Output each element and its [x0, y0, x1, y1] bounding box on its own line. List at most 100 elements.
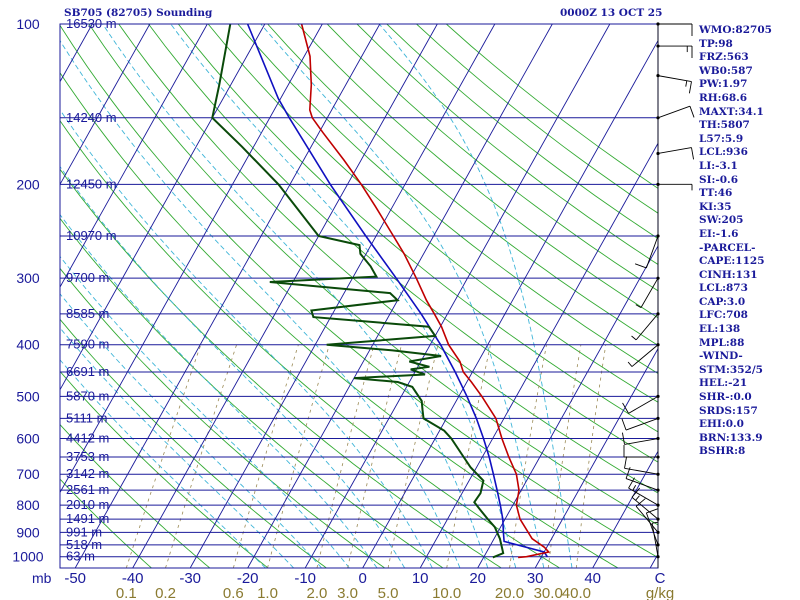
wind-barb: [656, 182, 693, 191]
mixing-ratio-tick-label: 5.0: [378, 585, 399, 600]
mixing-ratio-unit-label: g/kg: [646, 585, 674, 600]
dry-adiabat-line: [297, 24, 658, 319]
temperature-tick-label: -40: [122, 570, 144, 587]
height-label: 8585 m: [66, 306, 109, 321]
wind-barb: [621, 432, 660, 445]
height-label: 5870 m: [66, 388, 109, 403]
moist-adiabat-line: [60, 109, 433, 568]
height-label: 5111 m: [66, 410, 107, 425]
dry-adiabat-line: [60, 119, 560, 568]
pressure-tick-label: 800: [16, 497, 40, 513]
moist-adiabat-line: [60, 165, 406, 568]
dewpoint-trace: [211, 24, 505, 559]
mixing-ratio-line: [576, 344, 607, 568]
index-entry: HEL:-21: [699, 377, 748, 390]
dry-adiabat-line: [60, 71, 619, 568]
pressure-tick-label: 400: [16, 337, 40, 353]
height-label: 6691 m: [66, 364, 109, 379]
wind-barb: [635, 276, 660, 309]
pressure-tick-label: 200: [16, 176, 40, 192]
isotherm-line: [60, 24, 323, 494]
isotherm-line: [60, 24, 208, 288]
index-entry: WMO:82705: [699, 24, 772, 36]
mixing-ratio-tick-label: 40.0: [562, 585, 591, 600]
isotherm-line: [189, 24, 496, 568]
wind-barb: [627, 343, 660, 367]
station-title: SB705 (82705) Sounding: [64, 7, 213, 19]
pressure-unit-label: mb: [32, 570, 52, 586]
height-label: 518 m: [66, 537, 102, 552]
isotherm-line: [419, 142, 658, 568]
index-entry: CINH:131: [699, 268, 758, 281]
index-entry: MAXT:34.1: [699, 105, 764, 118]
pressure-tick-label: 300: [16, 270, 40, 286]
isotherm-line: [247, 24, 553, 568]
isotherm-line: [60, 24, 266, 391]
height-label: 12450 m: [66, 176, 117, 191]
moist-adiabat-line: [60, 293, 322, 568]
index-entry: EHI:0.0: [699, 418, 744, 431]
height-label: 3753 m: [66, 449, 109, 464]
temperature-tick-label: -10: [294, 570, 316, 587]
mixing-ratio-tick-label: 10.0: [432, 585, 461, 600]
temperature-tick-label: -30: [179, 570, 201, 587]
index-entry: BRN:133.9: [699, 431, 763, 444]
mixing-ratio-tick-label: 3.0: [337, 585, 358, 600]
mixing-ratio-line: [509, 344, 547, 568]
wind-barb: [656, 22, 693, 36]
dry-adiabat-line: [88, 24, 658, 526]
pressure-tick-label: 600: [16, 431, 40, 447]
index-entry: EL:138: [699, 323, 741, 336]
height-label: 10970 m: [66, 228, 117, 243]
index-entry: LCL:873: [699, 282, 748, 295]
index-entry: PW:1.97: [699, 78, 748, 91]
wind-barb: [635, 498, 660, 534]
isotherm-line: [534, 347, 658, 568]
parcel-trace: [246, 24, 548, 558]
height-label: 7590 m: [66, 337, 109, 352]
index-entry: RH:68.6: [699, 91, 748, 104]
dry-adiabat-line: [177, 24, 658, 433]
mixing-ratio-tick-label: 1.0: [257, 585, 278, 600]
wind-barbs: [621, 22, 695, 568]
isotherm-line: [592, 450, 658, 568]
sounding-profiles: [211, 24, 551, 559]
wind-barb: [624, 456, 660, 476]
height-label: 991 m: [66, 524, 102, 539]
mixing-ratio-tick-label: 2.0: [307, 585, 328, 600]
index-entry: FRZ:563: [699, 51, 749, 64]
dry-adiabat-line: [60, 217, 444, 568]
dry-adiabat-line: [267, 24, 658, 346]
index-entry: MPL:88: [699, 336, 745, 349]
wind-barb: [651, 521, 660, 559]
dry-adiabat-line: [60, 318, 327, 568]
index-entry: LI:-3.1: [699, 159, 738, 172]
dry-adiabat-line: [237, 24, 658, 375]
index-entry: SRDS:157: [699, 404, 758, 417]
wind-barb: [656, 44, 693, 59]
wind-barb: [656, 74, 692, 94]
index-entry: CAPE:1125: [699, 255, 765, 268]
temperature-tick-label: 10: [412, 570, 429, 587]
isotherm-line: [132, 24, 438, 568]
mixing-ratio-tick-label: 0.1: [116, 585, 137, 600]
temperature-tick-label: 30: [527, 570, 544, 587]
temperature-tick-label: 20: [469, 570, 486, 587]
height-label: 16530 m: [66, 16, 117, 31]
mixing-ratio-tick-label: 0.6: [223, 585, 244, 600]
isotherm-line: [74, 24, 381, 568]
index-entry: -PARCEL-: [699, 241, 756, 254]
index-entry: SHR-:0.0: [699, 391, 752, 404]
dry-adiabat-line: [326, 24, 658, 292]
index-entry: LCL:936: [699, 146, 748, 159]
isotherm-line: [60, 24, 151, 186]
temperature-trace: [300, 24, 551, 559]
index-entry: LFC:708: [699, 309, 748, 322]
observation-time: 0000Z 13 OCT 25: [560, 7, 663, 19]
mixing-ratio-line: [125, 344, 202, 568]
height-label: 9700 m: [66, 270, 109, 285]
dry-adiabat-line: [60, 168, 502, 568]
wind-barb: [623, 445, 660, 459]
